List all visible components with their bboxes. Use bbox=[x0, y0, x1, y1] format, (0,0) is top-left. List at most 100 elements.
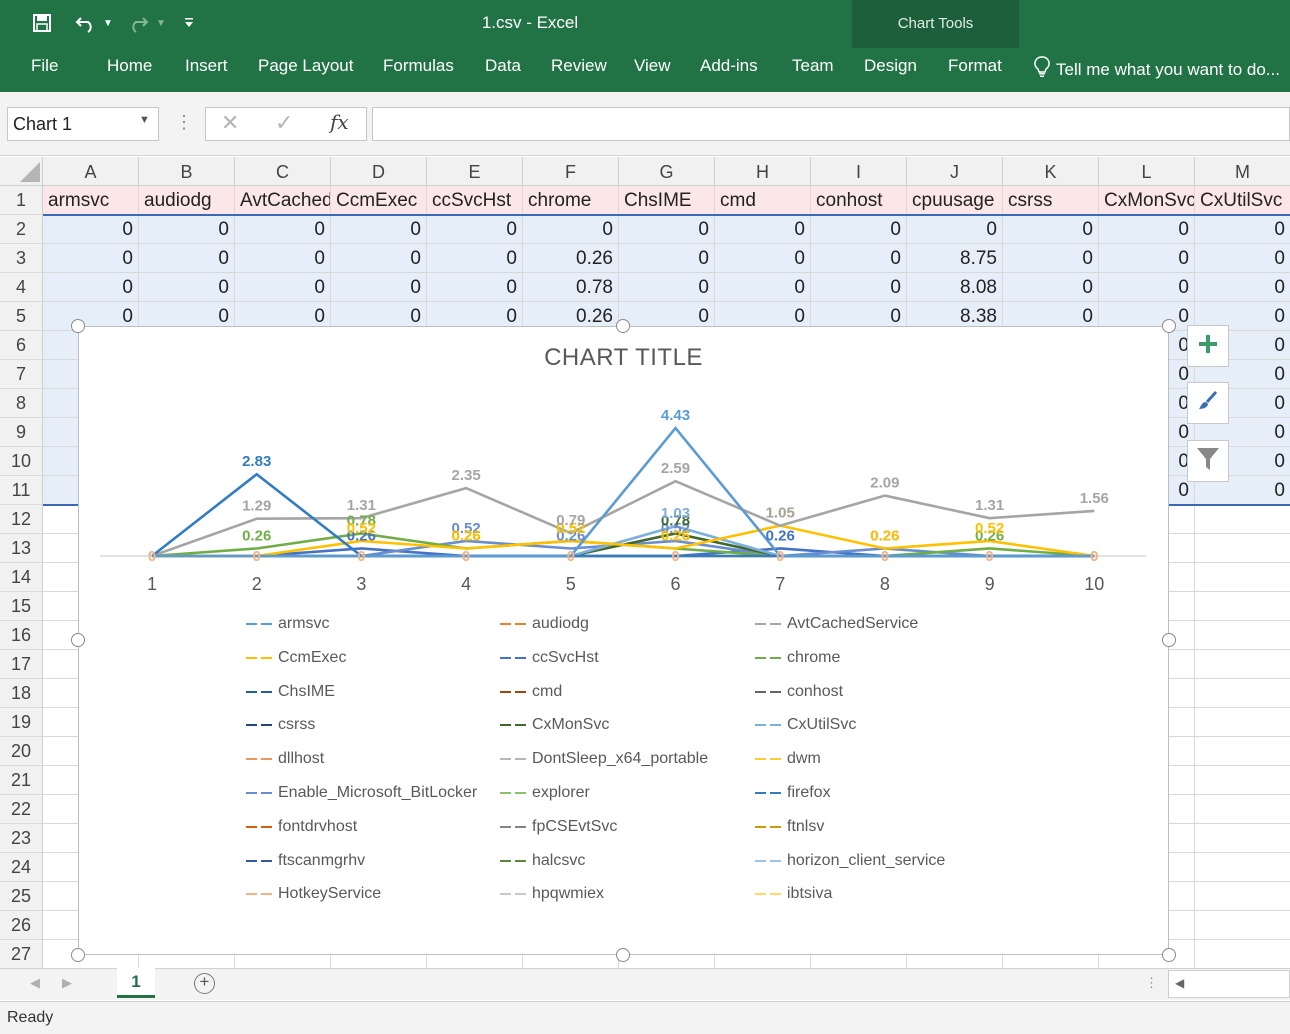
data-cell[interactable]: 0 bbox=[139, 273, 235, 302]
data-cell[interactable]: 0 bbox=[907, 215, 1003, 244]
tab-design[interactable]: Design bbox=[864, 56, 917, 75]
legend-item[interactable]: firefox bbox=[755, 782, 831, 804]
header-cell[interactable]: ccSvcHst bbox=[427, 186, 523, 215]
header-cell[interactable]: CxMonSvc bbox=[1099, 186, 1195, 215]
empty-cell[interactable] bbox=[1195, 505, 1290, 534]
legend-item[interactable]: CxMonSvc bbox=[500, 714, 609, 736]
row-header[interactable]: 18 bbox=[0, 679, 43, 708]
header-cell[interactable]: csrss bbox=[1003, 186, 1099, 215]
data-cell[interactable]: 0 bbox=[715, 273, 811, 302]
empty-cell[interactable] bbox=[1195, 824, 1290, 853]
row-header[interactable]: 23 bbox=[0, 824, 43, 853]
row-header[interactable]: 17 bbox=[0, 650, 43, 679]
row-header[interactable]: 25 bbox=[0, 882, 43, 911]
row-header[interactable]: 12 bbox=[0, 505, 43, 534]
row-header[interactable]: 2 bbox=[0, 215, 43, 244]
chart-elements-button[interactable] bbox=[1187, 325, 1229, 367]
data-cell[interactable]: 0 bbox=[331, 244, 427, 273]
row-header[interactable]: 9 bbox=[0, 418, 43, 447]
data-cell[interactable]: 0 bbox=[811, 244, 907, 273]
legend-item[interactable]: CxUtilSvc bbox=[755, 714, 856, 736]
header-cell[interactable]: CcmExec bbox=[331, 186, 427, 215]
tab-team[interactable]: Team bbox=[792, 56, 834, 75]
tab-formulas[interactable]: Formulas bbox=[383, 56, 454, 75]
data-cell[interactable]: 0 bbox=[331, 273, 427, 302]
empty-cell[interactable] bbox=[1195, 853, 1290, 882]
data-cell[interactable]: 8.08 bbox=[907, 273, 1003, 302]
empty-cell[interactable] bbox=[1195, 737, 1290, 766]
tab-format[interactable]: Format bbox=[948, 56, 1002, 75]
empty-cell[interactable] bbox=[1195, 679, 1290, 708]
legend-item[interactable]: audiodg bbox=[500, 613, 589, 635]
empty-cell[interactable] bbox=[1195, 766, 1290, 795]
data-cell[interactable]: 0 bbox=[1195, 273, 1290, 302]
row-header[interactable]: 24 bbox=[0, 853, 43, 882]
column-header[interactable]: H bbox=[715, 157, 811, 186]
sheet-tab-1[interactable]: 1 bbox=[117, 968, 155, 998]
data-cell[interactable]: 0 bbox=[427, 244, 523, 273]
row-header[interactable]: 1 bbox=[0, 186, 43, 215]
horizontal-scrollbar[interactable]: ◀ bbox=[1168, 970, 1290, 998]
legend-item[interactable]: Enable_Microsoft_BitLocker bbox=[246, 782, 477, 804]
legend-item[interactable]: explorer bbox=[500, 782, 590, 804]
legend-item[interactable]: fontdrvhost bbox=[246, 816, 357, 838]
tell-me-box[interactable]: Tell me what you want to do... bbox=[1034, 56, 1280, 83]
row-header[interactable]: 26 bbox=[0, 911, 43, 940]
legend-item[interactable]: armsvc bbox=[246, 613, 330, 635]
legend-item[interactable]: horizon_client_service bbox=[755, 850, 945, 872]
legend-item[interactable]: ftnlsv bbox=[755, 816, 824, 838]
resize-handle-br[interactable] bbox=[1162, 948, 1176, 962]
header-cell[interactable]: chrome bbox=[523, 186, 619, 215]
data-cell[interactable]: 8.75 bbox=[907, 244, 1003, 273]
data-cell[interactable]: 0 bbox=[331, 215, 427, 244]
data-cell[interactable]: 0.78 bbox=[523, 273, 619, 302]
data-cell[interactable]: 0 bbox=[715, 215, 811, 244]
column-header[interactable]: E bbox=[427, 157, 523, 186]
resize-handle-bl[interactable] bbox=[71, 948, 85, 962]
data-cell[interactable]: 0 bbox=[811, 215, 907, 244]
column-header[interactable]: J bbox=[907, 157, 1003, 186]
resize-handle-t[interactable] bbox=[616, 319, 630, 333]
header-cell[interactable]: audiodg bbox=[139, 186, 235, 215]
data-cell[interactable]: 0.26 bbox=[523, 244, 619, 273]
column-header[interactable]: B bbox=[139, 157, 235, 186]
data-cell[interactable]: 0 bbox=[1099, 215, 1195, 244]
row-header[interactable]: 14 bbox=[0, 563, 43, 592]
redo-dropdown-icon[interactable]: ▼ bbox=[156, 17, 166, 29]
column-header[interactable]: C bbox=[235, 157, 331, 186]
chart-title[interactable]: CHART TITLE bbox=[544, 344, 703, 371]
empty-cell[interactable] bbox=[1195, 882, 1290, 911]
data-cell[interactable]: 0 bbox=[811, 273, 907, 302]
chart-area[interactable] bbox=[78, 326, 1169, 955]
redo-icon[interactable] bbox=[124, 8, 152, 38]
row-header[interactable]: 13 bbox=[0, 534, 43, 563]
row-header[interactable]: 11 bbox=[0, 476, 43, 505]
header-cell[interactable]: conhost bbox=[811, 186, 907, 215]
legend-item[interactable]: fpCSEvtSvc bbox=[500, 816, 617, 838]
data-cell[interactable]: 0 bbox=[235, 273, 331, 302]
legend-item[interactable]: ChsIME bbox=[246, 681, 335, 703]
data-cell[interactable]: 0 bbox=[139, 244, 235, 273]
resize-handle-r[interactable] bbox=[1162, 633, 1176, 647]
row-header[interactable]: 8 bbox=[0, 389, 43, 418]
row-header[interactable]: 15 bbox=[0, 592, 43, 621]
data-cell[interactable]: 0 bbox=[427, 273, 523, 302]
data-cell[interactable]: 0 bbox=[1099, 244, 1195, 273]
legend-item[interactable]: dllhost bbox=[246, 748, 324, 770]
data-cell[interactable]: 0 bbox=[1099, 273, 1195, 302]
data-cell[interactable]: 0 bbox=[1003, 273, 1099, 302]
empty-cell[interactable] bbox=[1195, 911, 1290, 940]
data-cell[interactable]: 0 bbox=[619, 215, 715, 244]
data-cell[interactable]: 0 bbox=[1003, 244, 1099, 273]
header-cell[interactable]: CxUtilSvc bbox=[1195, 186, 1290, 215]
row-header[interactable]: 16 bbox=[0, 621, 43, 650]
data-cell[interactable]: 0 bbox=[523, 215, 619, 244]
data-cell[interactable]: 0 bbox=[235, 244, 331, 273]
header-cell[interactable]: armsvc bbox=[43, 186, 139, 215]
resize-handle-tl[interactable] bbox=[71, 319, 85, 333]
tab-home[interactable]: Home bbox=[107, 56, 153, 75]
data-cell[interactable]: 0 bbox=[1195, 215, 1290, 244]
column-header[interactable]: A bbox=[43, 157, 139, 186]
formula-input[interactable] bbox=[372, 107, 1290, 141]
legend-item[interactable]: hpqwmiex bbox=[500, 883, 604, 905]
